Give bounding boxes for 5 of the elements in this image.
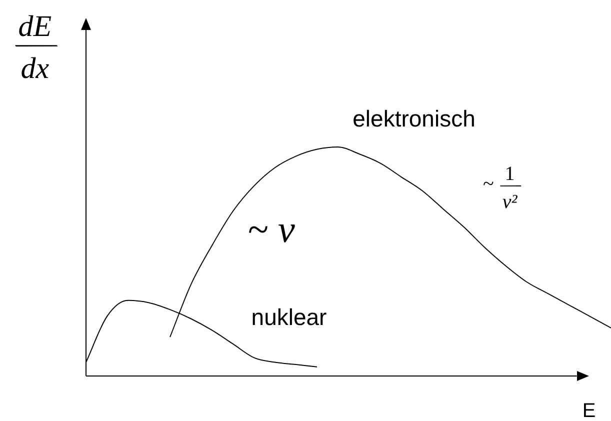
series-label: nuklear — [251, 304, 328, 330]
series-label: elektronisch — [352, 105, 476, 132]
annotation: ~ v — [248, 208, 295, 251]
y-axis-title: dE/dx — [2, 10, 70, 86]
x-axis-title: E — [582, 400, 596, 421]
